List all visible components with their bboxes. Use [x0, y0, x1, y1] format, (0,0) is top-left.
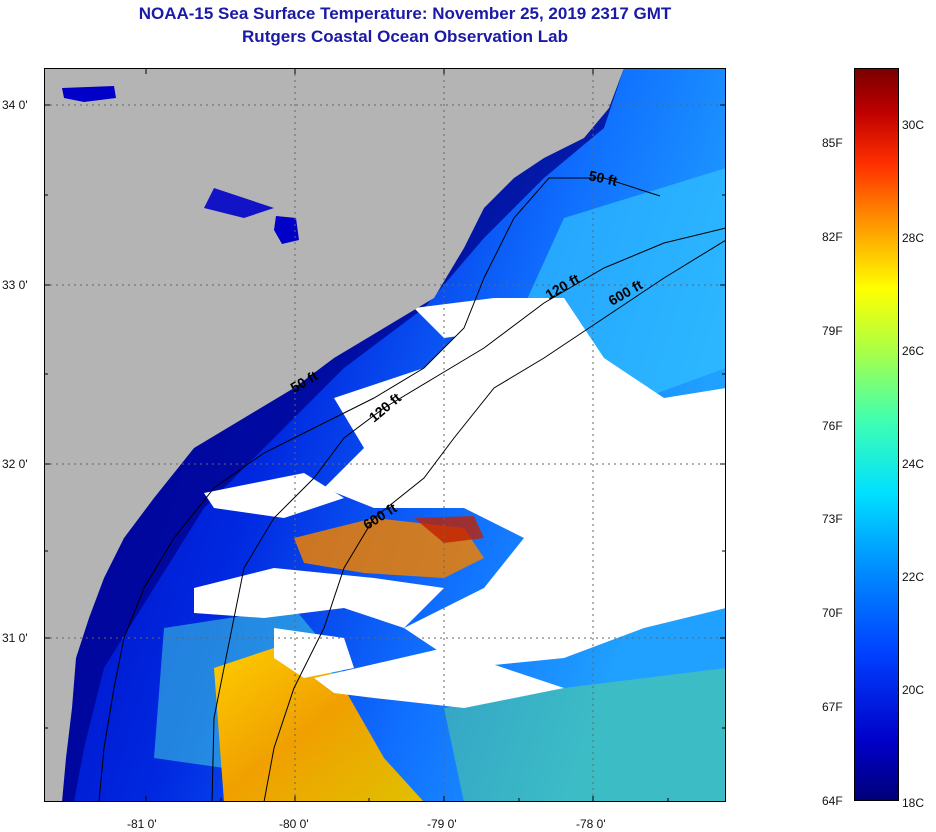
lon-label: -81 0' [127, 817, 157, 831]
chart-subtitle: Rutgers Coastal Ocean Observation Lab [242, 27, 568, 46]
chart-title: NOAA-15 Sea Surface Temperature: Novembe… [138, 4, 672, 23]
colorbar-c-label: 30C [902, 118, 925, 132]
lat-label: 34 0' [2, 98, 28, 112]
cloud-mask-south [314, 648, 564, 708]
lake-north [62, 86, 116, 102]
lon-label: -78 0' [576, 817, 606, 831]
color-scale-bar [854, 68, 899, 801]
colorbar-c-label: 22C [902, 570, 925, 584]
colorbar-f-label: 79F [822, 324, 843, 338]
colorbar-f-label: 67F [822, 700, 843, 714]
cloud-mask-west [204, 473, 344, 518]
colorbar-f-label: 73F [822, 512, 843, 526]
green-region [444, 668, 726, 802]
contour-120ft [211, 227, 727, 803]
lake-central [204, 188, 274, 218]
colorbar-f-label: 82F [822, 230, 843, 244]
colorbar-c-label: 26C [902, 344, 925, 358]
colorbar-c-label: 24C [902, 457, 925, 471]
sst-map-svg: 50 ft 50 ft 120 ft 120 ft 600 ft 600 ft [44, 68, 727, 803]
cloud-mask-central [324, 298, 726, 668]
contour-label: 50 ft [587, 167, 619, 189]
colorbar-c-label: 20C [902, 683, 925, 697]
lon-label: -80 0' [279, 817, 309, 831]
colorbar-f-label: 64F [822, 794, 843, 808]
colorbar-f-label: 76F [822, 419, 843, 433]
colorbar-c-label: 18C [902, 796, 925, 810]
lat-label: 33 0' [2, 278, 28, 292]
hot-spot [414, 516, 484, 543]
map-frame [44, 68, 726, 802]
cloud-mask-small [274, 628, 354, 678]
colorbar-f-label: 70F [822, 606, 843, 620]
colorbar-f-label: 85F [822, 136, 843, 150]
lat-label: 32 0' [2, 457, 28, 471]
graticule [44, 68, 726, 802]
contour-50ft [98, 177, 661, 803]
map-ticks [44, 68, 726, 802]
lat-label: 31 0' [2, 631, 28, 645]
sst-map: 50 ft 50 ft 120 ft 120 ft 600 ft 600 ft [44, 68, 727, 803]
colorbar-c-label: 28C [902, 231, 925, 245]
land [44, 68, 624, 802]
cloud-mask-band [194, 568, 444, 628]
contour-600ft [263, 239, 727, 803]
warm-region-south [214, 638, 424, 802]
cloud-mask-north [414, 298, 514, 338]
lake-marion [274, 216, 299, 244]
lon-label: -79 0' [427, 817, 457, 831]
